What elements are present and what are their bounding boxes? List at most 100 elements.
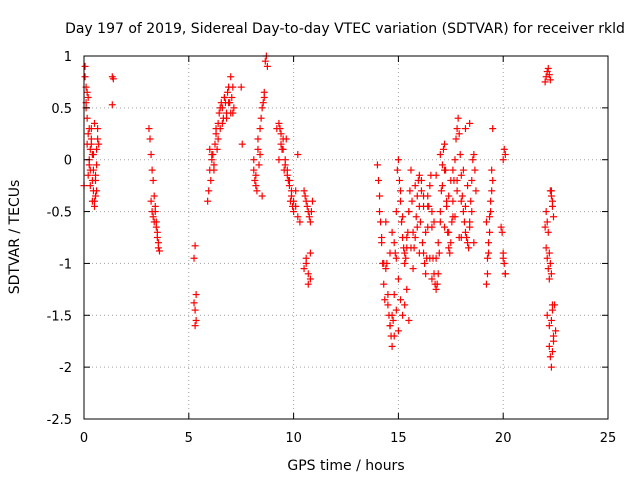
data-point [86,145,94,153]
data-point [428,275,436,283]
data-point [544,64,552,72]
data-point [86,182,94,190]
data-point [256,151,264,159]
data-point [206,145,214,153]
data-point [392,208,400,216]
data-point [439,145,447,153]
data-point [390,239,398,247]
data-point [551,301,559,309]
data-point [436,151,444,159]
data-point [88,176,96,184]
data-point [500,145,508,153]
data-point [215,109,223,117]
data-point [190,254,198,262]
data-point [485,239,493,247]
data-point [252,182,260,190]
data-point [396,197,404,205]
data-point [449,166,457,174]
data-point [84,93,92,101]
data-point [453,187,461,195]
data-point [432,254,440,262]
data-point [543,218,551,226]
data-point [145,125,153,133]
data-point [428,223,436,231]
data-point [250,156,258,164]
data-point [394,156,402,164]
data-point [461,228,469,236]
data-point [300,265,308,273]
data-point [223,114,231,122]
data-point [154,239,162,247]
data-point [501,270,509,278]
data-point [546,76,554,84]
data-point [403,285,411,293]
data-point [277,140,285,148]
data-point [294,151,302,159]
data-point [259,99,267,107]
data-point [81,73,89,81]
data-point [84,130,92,138]
data-point [216,104,224,112]
data-point [432,285,440,293]
data-point [542,208,550,216]
data-point [451,156,459,164]
x-tick-label: 5 [185,431,193,446]
data-point [449,197,457,205]
data-point [422,228,430,236]
data-point [471,166,479,174]
data-point [465,244,473,252]
data-point [289,202,297,210]
data-point [83,114,91,122]
data-point [408,197,416,205]
data-point [415,171,423,179]
data-point [548,306,556,314]
data-point [445,228,453,236]
data-point [542,244,550,252]
data-point [399,213,407,221]
data-point [437,187,445,195]
data-point [459,166,467,174]
data-point [308,197,316,205]
data-point [302,197,310,205]
data-point [275,119,283,127]
data-points [80,52,560,371]
data-point [483,270,491,278]
data-point [500,259,508,267]
data-point [472,187,480,195]
y-tick-label: -0.5 [47,206,72,221]
data-point [304,270,312,278]
y-tick-label: 1 [64,50,72,65]
data-point [238,140,246,148]
data-point [497,223,505,231]
data-point [482,218,490,226]
data-point [275,156,283,164]
data-point [409,228,417,236]
data-point [399,311,407,319]
data-point [237,83,245,91]
data-point [255,161,263,169]
data-point [257,114,265,122]
data-point [92,171,100,179]
data-point [87,125,95,133]
data-point [150,192,158,200]
data-point [448,218,456,226]
data-point [405,316,413,324]
data-point [388,228,396,236]
data-point [292,187,300,195]
data-point [413,223,421,231]
data-point [307,208,315,216]
data-point [147,151,155,159]
data-point [401,259,409,267]
data-point [90,119,98,127]
data-point [452,135,460,143]
data-point [212,125,220,133]
data-point [191,306,199,314]
data-point [380,259,388,267]
data-point [486,213,494,221]
data-point [254,135,262,143]
data-point [453,125,461,133]
data-point [398,218,406,226]
data-point [301,192,309,200]
data-point [384,301,392,309]
data-point [464,182,472,190]
